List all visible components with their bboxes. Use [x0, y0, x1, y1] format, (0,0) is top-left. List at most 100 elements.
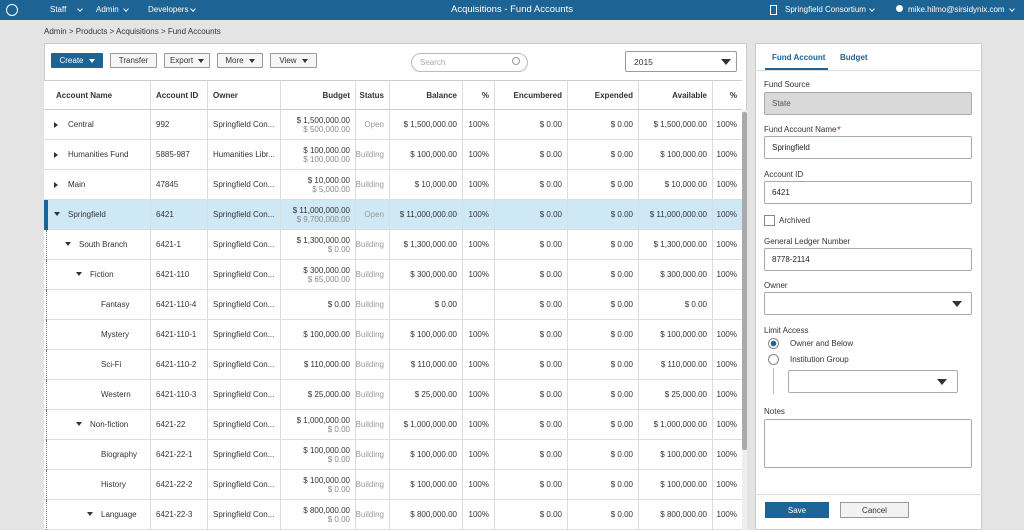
- logo[interactable]: [6, 4, 18, 16]
- save-button[interactable]: Save: [765, 502, 829, 518]
- table-cell: $ 0.00: [494, 140, 567, 169]
- column-header[interactable]: Account ID: [150, 80, 207, 110]
- cell-text: 100%: [716, 360, 737, 369]
- tree-toggle[interactable]: [87, 512, 93, 516]
- table-row[interactable]: Central 992 Springfield Con... $ 1,500,000.…: [44, 110, 742, 140]
- table-row[interactable]: Fantasy 6421-110-4 Springfield Con... $ 0.0…: [44, 290, 742, 320]
- select-caret: [952, 301, 962, 307]
- toolbar-button[interactable]: Export: [164, 53, 210, 68]
- column-header[interactable]: Available: [638, 80, 712, 110]
- column-header[interactable]: Owner: [207, 80, 280, 110]
- cell-text: $ 0.00: [539, 360, 562, 369]
- column-header[interactable]: Budget: [280, 80, 355, 110]
- year-select[interactable]: 2015: [625, 51, 737, 72]
- cell-text: $ 0.00: [610, 270, 633, 279]
- table-cell: Springfield Con...: [207, 110, 280, 139]
- tree-toggle[interactable]: [54, 122, 58, 128]
- input[interactable]: 6421: [764, 181, 972, 204]
- table-cell: $ 0.00: [567, 440, 638, 469]
- tree-toggle[interactable]: [76, 422, 82, 426]
- table-row[interactable]: Biography 6421-22-1 Springfield Con... $ 10…: [44, 440, 742, 470]
- table-row[interactable]: Mystery 6421-110-1 Springfield Con... $ 100…: [44, 320, 742, 350]
- tree-toggle[interactable]: [65, 242, 71, 246]
- toolbar-button[interactable]: View: [270, 53, 317, 68]
- table-cell: $ 0.00: [494, 110, 567, 139]
- building-icon: [770, 5, 777, 15]
- budget-sub: $ 65,000.00: [307, 274, 350, 284]
- table-cell: Springfield Con...: [207, 380, 280, 409]
- table-row[interactable]: Western 6421-110-3 Springfield Con... $ 25,…: [44, 380, 742, 410]
- radio[interactable]: [768, 354, 779, 365]
- cell-text: $ 0.00: [610, 420, 633, 429]
- cell-text: 100%: [468, 450, 489, 459]
- table-cell: Building: [355, 440, 389, 469]
- column-header[interactable]: %: [712, 80, 742, 110]
- column-header[interactable]: Balance: [389, 80, 462, 110]
- table-cell: $ 0.00: [567, 500, 638, 529]
- cell-text: Springfield Con...: [213, 120, 275, 129]
- radio[interactable]: [768, 338, 779, 349]
- input[interactable]: 8778-2114: [764, 248, 972, 271]
- select[interactable]: [788, 370, 958, 393]
- toolbar-button[interactable]: Create: [51, 53, 103, 68]
- select[interactable]: [764, 292, 972, 315]
- nav-menu[interactable]: Admin: [96, 5, 119, 14]
- checkbox[interactable]: [764, 215, 775, 226]
- tree-toggle[interactable]: [54, 182, 58, 188]
- column-header[interactable]: Account Name: [56, 90, 113, 100]
- cell-text: $ 0.00: [610, 180, 633, 189]
- table-row[interactable]: Fiction 6421-110 Springfield Con... $ 300,0…: [44, 260, 742, 290]
- table-cell: $ 800,000.00: [638, 500, 712, 529]
- cell-text: $ 1,500,000.00: [403, 120, 457, 129]
- table-row[interactable]: Sci-Fi 6421-110-2 Springfield Con... $ 110,…: [44, 350, 742, 380]
- tree-toggle[interactable]: [54, 152, 58, 158]
- budget-sub: $ 100,000.00: [303, 154, 350, 164]
- column-header[interactable]: %: [462, 80, 494, 110]
- table-cell: Language: [44, 500, 150, 529]
- cell-text: Building: [355, 270, 384, 279]
- scroll-thumb[interactable]: [742, 112, 747, 450]
- table-cell: Humanities Fund: [44, 140, 150, 169]
- cell-text: $ 1,000,000.00: [653, 420, 707, 429]
- toolbar-button[interactable]: More: [217, 53, 263, 68]
- column-header[interactable]: Encumbered: [494, 80, 567, 110]
- tab[interactable]: Fund Account: [772, 53, 826, 62]
- input[interactable]: [764, 419, 972, 468]
- library[interactable]: Springfield Consortium: [785, 5, 866, 14]
- tab[interactable]: Budget: [840, 53, 868, 62]
- table-cell: [712, 290, 742, 319]
- table-row[interactable]: Language 6421-22-3 Springfield Con... $ 800…: [44, 500, 742, 530]
- tree-toggle[interactable]: [76, 272, 82, 276]
- table-cell: Building: [355, 230, 389, 259]
- cell-text: $ 25,000.00: [307, 390, 350, 399]
- table-row[interactable]: South Branch 6421-1 Springfield Con... $ 1,…: [44, 230, 742, 260]
- input[interactable]: Springfield: [764, 136, 972, 159]
- table-row[interactable]: Main 47845 Springfield Con... $ 10,000.00 $ …: [44, 170, 742, 200]
- table-row[interactable]: History 6421-22-2 Springfield Con... $ 100,…: [44, 470, 742, 500]
- search-box[interactable]: Search: [411, 53, 528, 72]
- table-cell: Biography: [44, 440, 150, 469]
- cell-text: $ 100,000.00: [660, 480, 707, 489]
- table-cell: $ 0.00: [567, 230, 638, 259]
- column-header[interactable]: Expended: [567, 80, 638, 110]
- cell-text: Building: [355, 390, 384, 399]
- radio-label: Owner and Below: [790, 339, 854, 348]
- tree-toggle[interactable]: [54, 212, 60, 216]
- table-cell: 100%: [462, 500, 494, 529]
- table-cell: $ 0.00: [494, 290, 567, 319]
- column-header[interactable]: Status: [355, 80, 389, 110]
- table-cell: $ 0.00: [494, 470, 567, 499]
- table-row[interactable]: Humanities Fund 5885-987 Humanities Libr..…: [44, 140, 742, 170]
- user[interactable]: mike.hilmo@sirsidynix.com: [908, 5, 1005, 14]
- table-row[interactable]: Non-fiction 6421-22 Springfield Con... $ 1,…: [44, 410, 742, 440]
- cancel-button[interactable]: Cancel: [840, 502, 909, 518]
- nav-menu[interactable]: Developers: [148, 5, 189, 14]
- nav-menu[interactable]: Staff: [50, 5, 67, 14]
- cell-text: 6421: [156, 210, 174, 219]
- table-cell: $ 0.00: [567, 410, 638, 439]
- cell-text: 6421-110-3: [156, 390, 197, 399]
- table-row[interactable]: Springfield 6421 Springfield Con... $ 11,00…: [44, 200, 742, 230]
- table-cell: 100%: [712, 140, 742, 169]
- toolbar-button[interactable]: Transfer: [110, 53, 157, 68]
